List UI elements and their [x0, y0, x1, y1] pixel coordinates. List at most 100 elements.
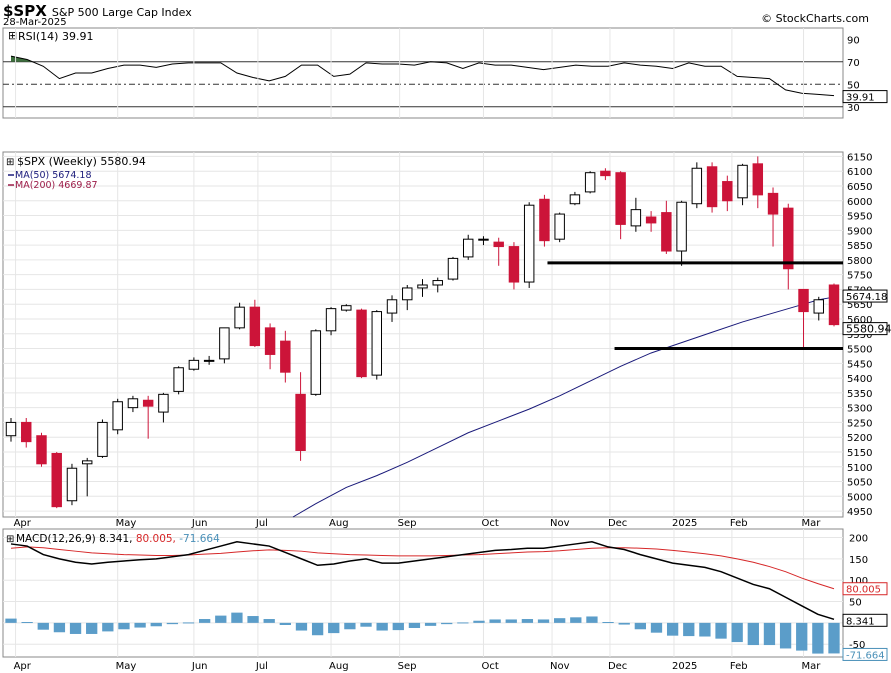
macd-histogram-bar: [779, 622, 792, 649]
price-tick-label: 5650: [847, 300, 872, 311]
rsi-tick-label: 90: [847, 35, 860, 46]
candle-body: [584, 172, 596, 193]
candle-body: [798, 288, 809, 313]
macd-histogram-bar: [570, 617, 582, 623]
macd-month-label: Oct: [481, 661, 498, 672]
macd-tick-label: 50: [849, 598, 862, 609]
macd-title: MACD(12,26,9) 8.341, 80.005, -71.664: [16, 533, 220, 545]
macd-title-part: 80.005,: [132, 533, 175, 545]
ma50-tag-box: [842, 289, 888, 303]
chart-date: 28-Mar-2025: [3, 17, 67, 28]
candle-body: [645, 216, 657, 224]
candle-body: [676, 201, 687, 252]
candle-body: [722, 181, 733, 202]
price-tick-label: 5550: [847, 330, 872, 341]
macd-histogram-bar: [344, 622, 356, 630]
price-tick-label: 5200: [847, 433, 872, 444]
candle-body: [356, 309, 367, 378]
price-month-label: Feb: [730, 518, 748, 529]
rsi-line: [10, 55, 835, 97]
candle-body: [173, 367, 184, 392]
candle-body: [325, 308, 337, 332]
candle-body: [158, 393, 169, 413]
macd-value-tag: 8.341: [846, 616, 875, 627]
macd-tick-label: -50: [849, 640, 865, 651]
panel-frame-1: [2, 27, 844, 119]
macd-histogram-bar: [424, 622, 437, 626]
rsi-tick-label: 30: [847, 103, 860, 114]
candle-body: [66, 467, 78, 502]
macd-histogram-bar: [53, 622, 66, 633]
price-tick-label: 5250: [847, 418, 872, 429]
macd-value-tag-box: [842, 613, 888, 627]
candle-body: [828, 284, 840, 326]
candle-body: [630, 209, 642, 227]
price-month-label: Dec: [608, 518, 627, 529]
price-tick-label: 5350: [847, 389, 872, 400]
macd-histogram-bar: [505, 619, 517, 623]
candle-body: [661, 212, 672, 252]
macd-histogram-bar: [554, 618, 566, 623]
macd-tick-label: 200: [849, 534, 868, 545]
candle-body: [188, 359, 200, 370]
panel-frame-2: [2, 151, 844, 518]
ma50-tag: 5674.18: [846, 292, 887, 303]
price-tick-label: 5850: [847, 241, 872, 252]
macd-histogram-bar: [86, 622, 98, 634]
macd-month-label: Jun: [191, 661, 208, 672]
rsi-title: RSI(14) 39.91: [18, 30, 93, 43]
macd-histogram-bar: [5, 618, 17, 623]
macd-histogram-bar: [408, 622, 421, 628]
price-tick-label: 5600: [847, 315, 872, 326]
price-tag: 5580.94: [846, 323, 891, 336]
candle-body: [402, 287, 413, 301]
candle-body: [127, 398, 139, 409]
price-tick-label: 5000: [847, 492, 872, 503]
price-tick-label: 5750: [847, 271, 872, 282]
candle-body: [523, 204, 535, 283]
macd-histogram-bar: [715, 622, 727, 639]
macd-histogram-bar: [392, 622, 404, 631]
candle-body: [783, 207, 794, 270]
rsi-tick-label: 50: [847, 80, 860, 91]
price-tick-label: 4950: [847, 507, 872, 518]
macd-signal-tag-box: [842, 582, 888, 596]
macd-histogram-bar: [102, 622, 114, 632]
index-name: S&P 500 Large Cap Index: [51, 6, 192, 19]
candle-body: [447, 257, 459, 280]
price-month-label: Sep: [398, 518, 417, 529]
price-legend-main: $SPX (Weekly) 5580.94: [17, 155, 146, 168]
candle-body: [600, 170, 611, 177]
macd-histogram-bar: [37, 622, 49, 630]
macd-icon: ⊞: [6, 534, 14, 545]
macd-histogram-bar: [134, 622, 146, 628]
price-month-label: Aug: [329, 518, 349, 529]
price-legend-icon: ⊞: [6, 157, 14, 168]
candle-body: [234, 306, 245, 329]
macd-signal-line: [10, 546, 835, 590]
price-tick-label: 5900: [847, 226, 872, 237]
candle-body: [493, 241, 504, 248]
macd-histogram-bar: [828, 622, 840, 654]
ma50-legend: MA(50) 5674.18: [15, 170, 92, 181]
ma200-legend: MA(200) 4669.87: [15, 180, 98, 191]
macd-histogram-bar: [521, 619, 534, 623]
price-tick-label: 6000: [847, 197, 872, 208]
candle-body: [295, 393, 306, 452]
candle-body: [767, 192, 779, 215]
macd-hist-tag: -71.664: [846, 650, 885, 661]
candle-body: [112, 401, 123, 431]
macd-histogram-bar: [683, 622, 695, 637]
candle-body: [813, 299, 824, 314]
price-month-label: Nov: [550, 518, 570, 529]
rsi-icon: ⊞: [8, 29, 17, 42]
price-tick-label: 5150: [847, 448, 872, 459]
macd-histogram-bar: [634, 622, 647, 630]
candle-body: [51, 452, 62, 508]
price-tick-label: 5400: [847, 374, 872, 385]
price-tick-label: 6150: [847, 152, 872, 163]
macd-month-label: Jul: [255, 661, 268, 672]
macd-tick-label: 100: [849, 576, 868, 587]
macd-histogram-bar: [118, 622, 130, 630]
